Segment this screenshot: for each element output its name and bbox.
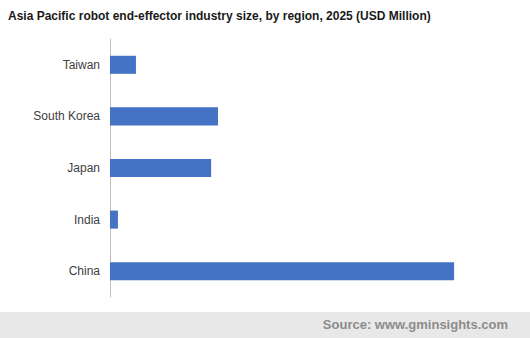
svg-text:Asia Pacific robot end-effecto: Asia Pacific robot end-effector industry…	[8, 9, 431, 23]
svg-text:India: India	[74, 213, 100, 227]
svg-text:South Korea: South Korea	[33, 109, 100, 123]
svg-text:Taiwan: Taiwan	[63, 58, 100, 72]
svg-text:China: China	[69, 264, 101, 278]
svg-text:Japan: Japan	[67, 161, 100, 175]
svg-text:Source: www.gminsights.com: Source: www.gminsights.com	[323, 317, 508, 332]
